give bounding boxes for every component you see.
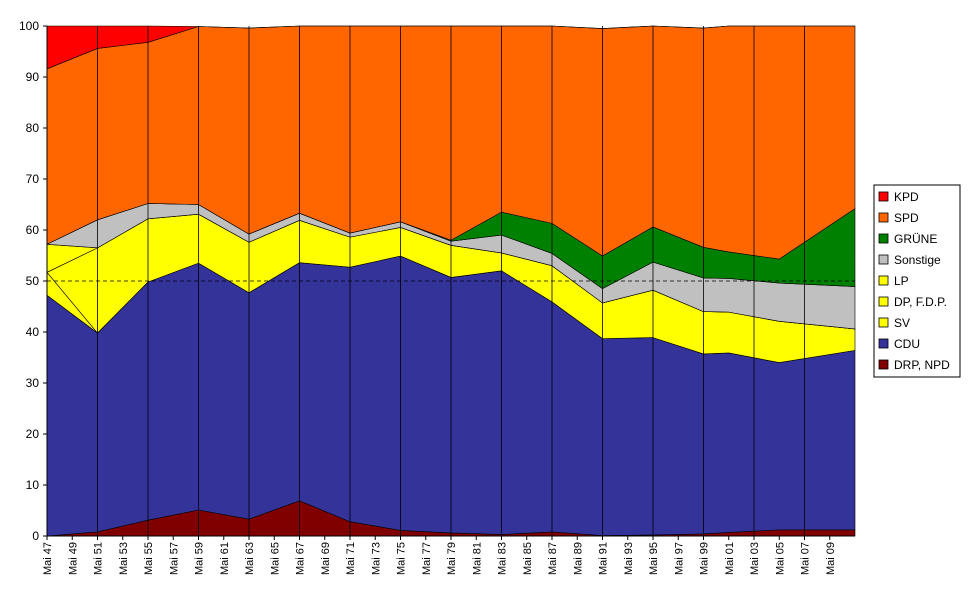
x-tick-label: Mai 55 [143, 542, 155, 575]
legend-swatch-spd [878, 212, 889, 223]
x-tick-label: Mai 65 [269, 542, 281, 575]
x-tick-label: Mai 53 [118, 542, 130, 575]
x-tick-label: Mai 91 [598, 542, 610, 575]
x-tick-label: Mai 73 [370, 542, 382, 575]
legend: KPD SPD GRÜNE Sonstige LP DP, F.D.P. SV CDU DRP,… [873, 184, 961, 378]
legend-label-spd: SPD [894, 211, 919, 225]
y-tick-label: 70 [26, 172, 40, 186]
x-tick-label: Mai 09 [825, 542, 837, 575]
x-tick-label: Mai 85 [522, 542, 534, 575]
legend-swatch-drp-npd [878, 359, 889, 370]
legend-swatch-sv [878, 317, 889, 328]
legend-swatch-lp [878, 275, 889, 286]
legend-label-grüne: GRÜNE [894, 232, 937, 246]
x-tick-label: Mai 47 [42, 542, 54, 575]
y-tick-label: 10 [26, 478, 40, 492]
legend-swatch-grüne [878, 233, 889, 244]
legend-swatch-cdu [878, 338, 889, 349]
x-tick-label: Mai 01 [724, 542, 736, 575]
x-tick-label: Mai 05 [774, 542, 786, 575]
y-tick-label: 100 [19, 19, 39, 33]
x-tick-label: Mai 75 [396, 542, 408, 575]
x-tick-label: Mai 57 [168, 542, 180, 575]
x-tick-label: Mai 51 [93, 542, 105, 575]
y-tick-label: 60 [26, 223, 40, 237]
legend-label-sv: SV [894, 316, 910, 330]
x-tick-label: Mai 87 [547, 542, 559, 575]
x-tick-label: Mai 71 [345, 542, 357, 575]
legend-label-drp-npd: DRP, NPD [894, 358, 950, 372]
x-tick-label: Mai 89 [572, 542, 584, 575]
legend-label-dp-f-d-p: DP, F.D.P. [894, 295, 947, 309]
x-tick-label: Mai 03 [749, 542, 761, 575]
x-tick-label: Mai 69 [320, 542, 332, 575]
legend-swatch-dp-f-d-p [878, 296, 889, 307]
y-axis-ticks: 0 10 20 30 40 50 60 70 80 90 100 [19, 19, 47, 543]
x-tick-label: Mai 81 [471, 542, 483, 575]
y-tick-label: 90 [26, 70, 40, 84]
x-tick-label: Mai 49 [67, 542, 79, 575]
legend-label-kpd: KPD [894, 190, 919, 204]
x-tick-label: Mai 99 [699, 542, 711, 575]
x-tick-label: Mai 67 [295, 542, 307, 575]
x-tick-label: Mai 95 [648, 542, 660, 575]
x-tick-label: Mai 07 [800, 542, 812, 575]
x-axis-ticks: Mai 47 Mai 49 Mai 51 Mai 53 Mai 55 Mai 57 Mai … [42, 536, 837, 575]
x-tick-label: Mai 77 [421, 542, 433, 575]
y-tick-label: 20 [26, 427, 40, 441]
x-tick-label: Mai 79 [446, 542, 458, 575]
legend-label-cdu: CDU [894, 337, 920, 351]
x-tick-label: Mai 63 [244, 542, 256, 575]
x-tick-label: Mai 59 [194, 542, 206, 575]
y-tick-label: 30 [26, 376, 40, 390]
legend-swatch-kpd [878, 191, 889, 202]
y-tick-label: 0 [32, 529, 39, 543]
x-tick-label: Mai 83 [497, 542, 509, 575]
legend-swatch-sonstige [878, 254, 889, 265]
y-tick-label: 40 [26, 325, 40, 339]
legend-label-sonstige: Sonstige [894, 253, 941, 267]
x-tick-label: Mai 97 [673, 542, 685, 575]
y-tick-label: 50 [26, 274, 40, 288]
area-kpd [46, 25, 856, 70]
x-tick-label: Mai 61 [219, 542, 231, 575]
x-tick-label: Mai 93 [623, 542, 635, 575]
legend-label-lp: LP [894, 274, 909, 288]
y-tick-label: 80 [26, 121, 40, 135]
